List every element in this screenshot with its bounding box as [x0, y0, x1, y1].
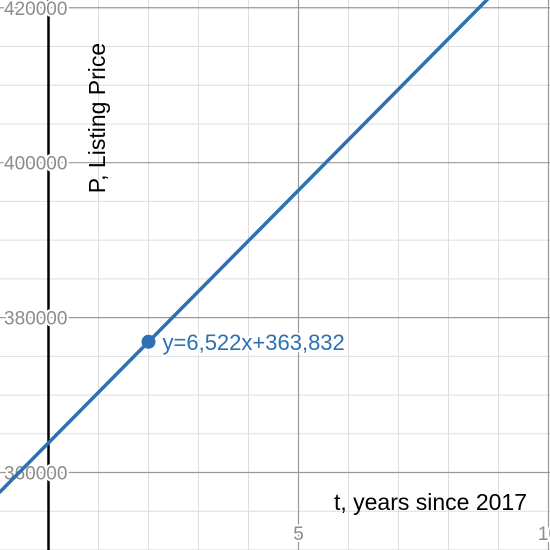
annotation-label: y=6,522x+363,832: [163, 330, 345, 355]
x-tick-label: 5: [293, 524, 304, 545]
y-tick-label: 360000: [4, 464, 67, 485]
series-layer: [0, 0, 490, 494]
y-tick-label: 400000: [4, 154, 67, 175]
y-tick-label: 380000: [4, 309, 67, 330]
y-axis-title: P, Listing Price: [84, 43, 110, 193]
series-line: [0, 0, 490, 494]
x-tick-label: 10: [538, 524, 550, 545]
y-tick-label: 420000: [4, 0, 67, 20]
annotation-point: [141, 334, 156, 349]
annotations-layer: y=6,522x+363,832: [141, 328, 347, 357]
x-axis-title: t, years since 2017: [334, 489, 527, 515]
